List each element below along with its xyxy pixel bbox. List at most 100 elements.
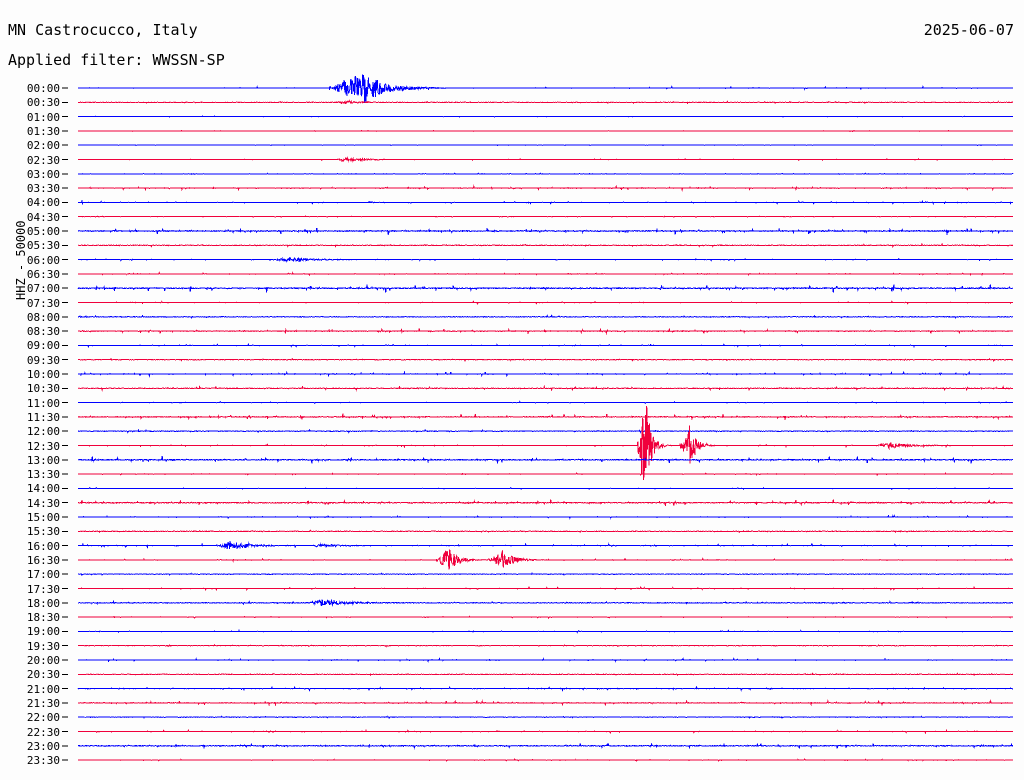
time-tick-label: 01:00 bbox=[26, 110, 60, 124]
time-tick-label: 06:00 bbox=[26, 253, 60, 267]
seismic-trace bbox=[77, 615, 1014, 620]
seismic-trace bbox=[77, 271, 1014, 277]
seismic-trace bbox=[77, 699, 1014, 707]
seismic-trace bbox=[77, 486, 1014, 491]
time-tick-label: 21:30 bbox=[26, 696, 60, 710]
time-tick-label: 16:00 bbox=[26, 539, 60, 553]
tick-marks bbox=[62, 87, 68, 761]
seismic-trace bbox=[77, 256, 1014, 263]
seismic-trace bbox=[77, 357, 1014, 363]
seismic-trace bbox=[77, 300, 1014, 306]
time-tick-label: 12:30 bbox=[26, 439, 60, 453]
seismic-trace bbox=[77, 384, 1014, 392]
seismic-trace bbox=[77, 242, 1014, 248]
time-tick-label: 09:00 bbox=[26, 339, 60, 353]
time-tick-label: 14:00 bbox=[26, 482, 60, 496]
seismic-trace bbox=[77, 541, 1014, 550]
seismic-trace bbox=[77, 74, 1014, 103]
seismic-trace bbox=[77, 99, 1014, 105]
seismic-trace bbox=[77, 184, 1014, 192]
time-tick-label: 10:00 bbox=[26, 368, 60, 381]
time-tick-label: 11:30 bbox=[26, 410, 60, 424]
time-tick-label: 17:30 bbox=[26, 582, 60, 596]
time-tick-label: 15:00 bbox=[26, 511, 60, 524]
time-tick-label: 13:30 bbox=[26, 468, 60, 482]
time-tick-label: 07:00 bbox=[26, 282, 60, 296]
seismic-trace bbox=[78, 129, 1014, 133]
time-tick-label: 20:00 bbox=[26, 654, 60, 667]
seismic-trace bbox=[77, 757, 1014, 763]
seismic-trace bbox=[77, 144, 1014, 147]
time-tick-label: 00:00 bbox=[26, 82, 60, 95]
seismic-trace bbox=[77, 327, 1014, 336]
time-tick-label: 03:30 bbox=[26, 182, 60, 196]
station-title: MN Castrocucco, Italy bbox=[8, 21, 198, 39]
time-tick-label: 22:00 bbox=[26, 711, 60, 725]
seismic-trace bbox=[77, 199, 1014, 205]
seismic-trace bbox=[77, 456, 1014, 464]
time-tick-label: 10:30 bbox=[26, 382, 60, 396]
seismic-trace bbox=[77, 413, 1014, 421]
trace-group bbox=[77, 74, 1014, 763]
time-tick-label: 01:30 bbox=[26, 124, 60, 138]
time-tick-label: 23:30 bbox=[26, 754, 60, 768]
time-tick-label: 08:00 bbox=[26, 310, 60, 324]
time-tick-label: 17:00 bbox=[26, 568, 60, 582]
seismic-trace bbox=[77, 715, 1014, 720]
seismic-trace bbox=[77, 598, 1014, 607]
time-tick-label: 04:30 bbox=[26, 210, 60, 224]
seismic-trace bbox=[77, 629, 1014, 634]
time-tick-label: 13:00 bbox=[26, 453, 60, 467]
time-tick-label: 08:30 bbox=[26, 325, 60, 339]
time-tick-label: 14:30 bbox=[26, 496, 60, 510]
time-tick-label: 06:30 bbox=[26, 267, 60, 281]
seismic-trace bbox=[77, 314, 1014, 320]
time-tick-label: 05:00 bbox=[26, 225, 60, 238]
time-tick-label: 19:30 bbox=[26, 639, 60, 653]
date-label: 2025-06-07 bbox=[923, 21, 1014, 39]
seismic-trace bbox=[77, 672, 1014, 677]
seismic-trace bbox=[77, 514, 1013, 520]
time-tick-label: 21:00 bbox=[26, 682, 60, 696]
time-tick-label: 02:00 bbox=[26, 139, 60, 153]
applied-filter-label: Applied filter: WWSSN-SP bbox=[8, 51, 225, 69]
time-tick-label: 02:30 bbox=[26, 153, 60, 167]
seismic-trace bbox=[77, 400, 1014, 405]
seismic-trace bbox=[77, 685, 1014, 693]
seismic-trace bbox=[77, 471, 1014, 477]
seismic-trace bbox=[77, 156, 1014, 163]
seismic-trace bbox=[77, 428, 1014, 434]
seismic-trace bbox=[77, 172, 1014, 176]
time-tick-label: 15:30 bbox=[26, 525, 60, 539]
seismic-trace bbox=[77, 643, 1014, 648]
seismic-trace bbox=[77, 370, 1014, 378]
time-tick-label: 03:00 bbox=[26, 167, 60, 181]
time-tick-label: 12:00 bbox=[26, 425, 60, 439]
time-tick-label: 05:30 bbox=[26, 239, 60, 253]
seismic-trace bbox=[77, 498, 1014, 507]
time-tick-label: 22:30 bbox=[26, 725, 60, 739]
time-tick-label: 04:00 bbox=[26, 196, 60, 210]
time-tick-label: 11:00 bbox=[26, 396, 60, 410]
time-tick-label: 09:30 bbox=[26, 353, 60, 367]
time-tick-label: 19:00 bbox=[26, 625, 60, 639]
seismic-trace bbox=[78, 572, 1014, 577]
time-tick-label: 18:00 bbox=[26, 596, 60, 610]
time-tick-label: 18:30 bbox=[26, 611, 60, 625]
seismic-trace bbox=[77, 284, 1014, 293]
seismic-trace bbox=[77, 657, 1014, 663]
time-tick-label: 23:00 bbox=[26, 739, 60, 753]
seismic-trace bbox=[77, 728, 1014, 735]
seismic-trace bbox=[77, 342, 1014, 349]
seismic-trace bbox=[77, 585, 1014, 592]
time-tick-label: 07:30 bbox=[26, 296, 60, 310]
seismic-trace bbox=[77, 215, 1014, 218]
time-tick-label: 16:30 bbox=[26, 553, 60, 567]
seismic-trace bbox=[77, 115, 1014, 118]
seismic-trace bbox=[77, 227, 1014, 235]
time-tick-label: 00:30 bbox=[26, 96, 60, 110]
seismic-trace bbox=[77, 742, 1014, 750]
time-tick-label: 20:30 bbox=[26, 668, 60, 682]
